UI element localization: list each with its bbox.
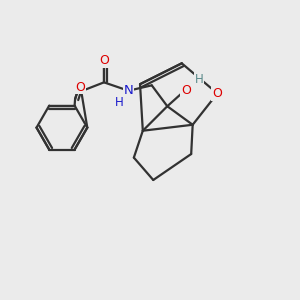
Text: H: H	[115, 96, 124, 109]
Text: O: O	[76, 81, 85, 94]
Text: N: N	[124, 84, 134, 97]
Text: O: O	[99, 54, 109, 68]
Text: H: H	[195, 73, 203, 86]
Text: O: O	[181, 84, 191, 97]
Text: O: O	[212, 87, 222, 100]
